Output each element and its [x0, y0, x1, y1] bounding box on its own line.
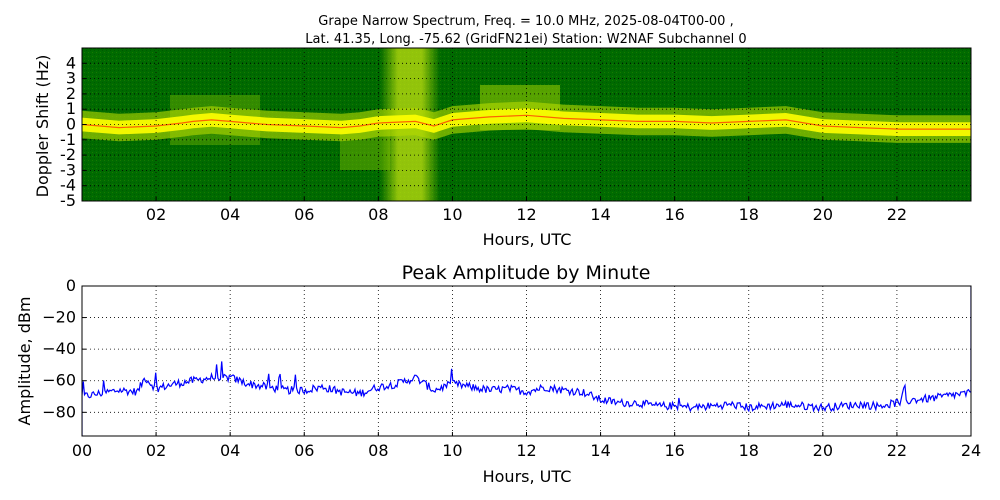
spectrogram-y-tick-label: 0: [66, 115, 76, 134]
amplitude-y-tick-label: 0: [66, 276, 76, 295]
spectrogram-y-tick-label: 2: [66, 84, 76, 103]
spectrogram-y-tick-label: -4: [60, 176, 76, 195]
spectrogram-x-tick-label: 10: [442, 205, 462, 224]
spectrogram-x-tick-label: 06: [294, 205, 314, 224]
amplitude-panel: Peak Amplitude by Minute 00 02 04 06 08 10 12 1…: [15, 262, 981, 486]
amplitude-x-tick-label: 16: [664, 441, 684, 460]
amplitude-series-line: [82, 286, 971, 436]
amplitude-x-tick-label: 22: [887, 441, 907, 460]
amplitude-title: Peak Amplitude by Minute: [402, 262, 651, 284]
amplitude-x-tick-label: 00: [72, 441, 92, 460]
spectrogram-title-line1: Grape Narrow Spectrum, Freq. = 10.0 MHz,…: [318, 14, 733, 29]
amplitude-x-tick-label: 20: [813, 441, 833, 460]
amplitude-y-tick-label: −80: [42, 402, 76, 421]
amplitude-x-tick-label: 02: [146, 441, 166, 460]
amplitude-y-tick-label: −20: [42, 308, 76, 327]
amplitude-x-tick-label: 12: [516, 441, 536, 460]
spectrogram-x-tick-label: 12: [516, 205, 536, 224]
spectrogram-x-tick-label: 22: [887, 205, 907, 224]
spectrogram-y-label: Doppler Shift (Hz): [33, 55, 52, 198]
amplitude-y-label: Amplitude, dBm: [15, 297, 34, 426]
spectrogram-title-line2: Lat. 41.35, Long. -75.62 (GridFN21ei) St…: [305, 32, 746, 47]
amplitude-x-tick-label: 06: [294, 441, 314, 460]
spectrogram-x-label: Hours, UTC: [483, 230, 572, 249]
amplitude-x-tick-label: 24: [961, 441, 981, 460]
spectrogram-y-tick-label: -5: [60, 191, 76, 210]
amplitude-x-tick-label: 04: [220, 441, 240, 460]
spectrogram-x-tick-label: 02: [146, 205, 166, 224]
spectrogram-panel: Grape Narrow Spectrum, Freq. = 10.0 MHz,…: [33, 14, 972, 249]
spectrogram-x-tick-label: 20: [813, 205, 833, 224]
doppler-peak-line: [82, 114, 971, 130]
spectrogram-x-tick-label: 14: [590, 205, 610, 224]
amplitude-x-tick-label: 10: [442, 441, 462, 460]
amplitude-x-tick-label: 18: [739, 441, 759, 460]
spectrogram-y-tick-label: 4: [66, 53, 76, 72]
amplitude-plot-area: [82, 286, 971, 436]
amplitude-y-tick-label: −60: [42, 371, 76, 390]
amplitude-y-tick-label: −40: [42, 339, 76, 358]
doppler-band-core: [82, 108, 971, 136]
spectrogram-y-tick-label: -1: [60, 130, 76, 149]
amplitude-x-ticks: 00 02 04 06 08 10 12 14 16 18 20 22 24: [72, 432, 981, 460]
amplitude-y-ticks: 0 −20 −40 −60 −80: [42, 276, 86, 421]
spectrogram-x-ticks: 02 04 06 08 10 12 14 16 18 20 22: [146, 197, 907, 224]
spectrogram-y-tick-label: 1: [66, 99, 76, 118]
spectrogram-y-tick-label: -3: [60, 160, 76, 179]
spectrogram-grid: [82, 48, 971, 201]
spectrogram-x-tick-label: 08: [368, 205, 388, 224]
spectrogram-x-tick-label: 04: [220, 205, 240, 224]
spectrogram-x-tick-label: 16: [664, 205, 684, 224]
amplitude-x-label: Hours, UTC: [483, 467, 572, 486]
amplitude-x-tick-label: 14: [590, 441, 610, 460]
spectrogram-y-tick-label: 3: [66, 69, 76, 88]
spectrogram-x-tick-label: 18: [739, 205, 759, 224]
amplitude-x-tick-label: 08: [368, 441, 388, 460]
spectrogram-y-tick-label: -2: [60, 145, 76, 164]
